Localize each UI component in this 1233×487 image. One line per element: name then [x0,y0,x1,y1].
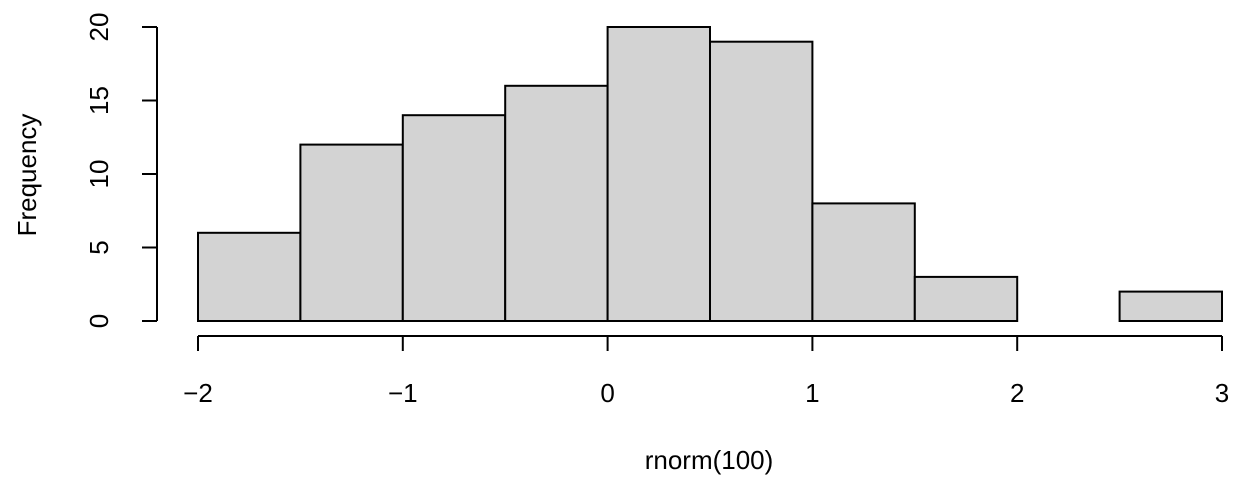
histogram-bar [811,202,916,322]
y-axis-title: Frequency [12,114,42,237]
bars-group [197,26,1223,323]
histogram-bar [197,231,302,322]
y-tick-label: 5 [84,240,114,254]
x-tick-label: 2 [1010,378,1024,408]
histogram-bar [709,40,814,322]
y-tick-label: 15 [84,86,114,115]
x-axis-title: rnorm(100) [645,445,774,475]
histogram-bar [1118,290,1223,323]
y-tick-label: 20 [84,13,114,42]
y-tick-label: 10 [84,160,114,189]
histogram-bar [401,114,507,322]
histogram-bar [504,84,609,322]
histogram-bar [606,26,711,322]
x-axis: −2 −1 0 1 2 3 [183,335,1229,408]
x-tick-label: 1 [805,378,819,408]
x-tick-label: −2 [183,378,213,408]
y-tick-label: 0 [84,314,114,328]
histogram-bar [299,143,404,322]
histogram-bar [913,275,1019,322]
x-tick-label: 0 [600,378,614,408]
x-tick-label: 3 [1215,378,1229,408]
y-axis: 0 5 10 15 20 [84,13,158,328]
x-tick-label: −1 [388,378,418,408]
